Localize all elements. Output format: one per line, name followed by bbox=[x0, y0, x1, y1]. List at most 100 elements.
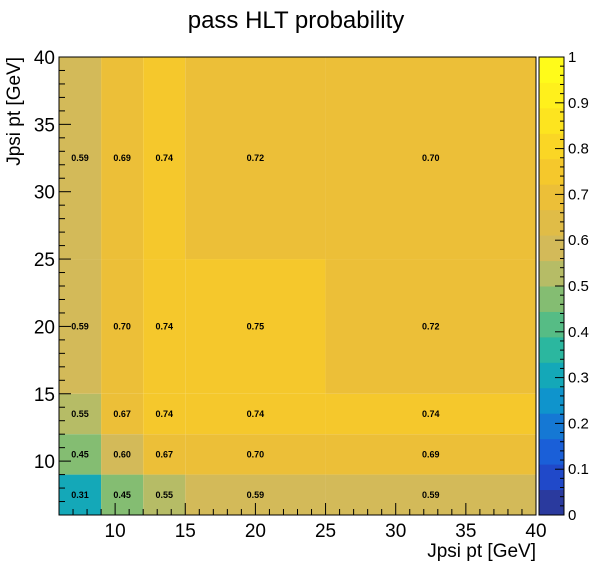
cell-value-label: 0.69 bbox=[113, 153, 131, 163]
heatmap-cell bbox=[185, 259, 326, 394]
cell-value-label: 0.45 bbox=[113, 490, 131, 500]
heatmap-cell bbox=[325, 259, 536, 394]
colorbar-band bbox=[539, 489, 564, 516]
x-tick-label: 25 bbox=[315, 521, 336, 542]
x-tick-label: 35 bbox=[455, 521, 476, 542]
colorbar-band bbox=[539, 464, 564, 491]
colorbar-band bbox=[539, 387, 564, 414]
cell-value-label: 0.59 bbox=[247, 490, 265, 500]
y-tick-label: 40 bbox=[34, 48, 55, 69]
x-tick-label: 30 bbox=[385, 521, 406, 542]
heatmap-cell bbox=[143, 259, 186, 394]
heatmap-cell bbox=[101, 434, 144, 475]
colorbar-band bbox=[539, 133, 564, 160]
cell-value-label: 0.72 bbox=[422, 321, 440, 331]
cell-value-label: 0.67 bbox=[155, 449, 173, 459]
y-axis-label: Jpsi pt [GeV] bbox=[4, 57, 25, 166]
x-tick-label: 15 bbox=[175, 521, 196, 542]
colorbar-tick-label: 0.8 bbox=[568, 141, 589, 158]
cell-value-label: 0.75 bbox=[247, 321, 265, 331]
heatmap-cell bbox=[59, 434, 102, 475]
x-axis: 10 15 20 25 30 35 40 bbox=[72, 503, 547, 542]
cell-value-label: 0.70 bbox=[247, 449, 265, 459]
y-axis: 10 15 20 25 30 35 40 bbox=[34, 48, 71, 503]
chart-title: pass HLT probability bbox=[188, 7, 405, 34]
cell-value-label: 0.70 bbox=[113, 321, 131, 331]
heatmap-cell bbox=[143, 57, 186, 260]
heatmap-cell bbox=[143, 434, 186, 475]
heatmap-cell bbox=[101, 393, 144, 435]
heatmap-cell bbox=[185, 393, 326, 435]
heatmap-cell bbox=[101, 474, 144, 515]
colorbar-band bbox=[539, 286, 564, 312]
cell-value-label: 0.59 bbox=[71, 153, 89, 163]
y-tick-label: 20 bbox=[34, 317, 55, 338]
heatmap-cell bbox=[185, 57, 326, 260]
colorbar-band bbox=[539, 413, 564, 440]
heatmap-cell bbox=[325, 393, 536, 435]
colorbar-tick-label: 0.9 bbox=[568, 95, 589, 112]
heatmap-cell bbox=[59, 474, 102, 515]
heatmap-cell bbox=[143, 474, 186, 515]
cell-value-label: 0.31 bbox=[71, 490, 89, 500]
y-tick-label: 30 bbox=[34, 183, 55, 204]
colorbar: 0 0.1 0.2 0.3 0.4 0.5 0.6 0.7 0.8 0.9 1 bbox=[538, 49, 589, 524]
colorbar-band bbox=[539, 311, 564, 338]
colorbar-band bbox=[539, 184, 564, 211]
cell-value-label: 0.72 bbox=[247, 153, 265, 163]
heatmap-cell bbox=[143, 393, 186, 435]
colorbar-tick-label: 0.1 bbox=[568, 461, 589, 478]
colorbar-band bbox=[539, 260, 564, 287]
heatmap-cell bbox=[101, 57, 144, 260]
cell-value-label: 0.74 bbox=[155, 153, 173, 163]
colorbar-band bbox=[539, 438, 564, 465]
colorbar-band bbox=[539, 336, 564, 363]
heatmap-cell-labels: 0.31 0.45 0.55 0.59 0.59 0.45 0.60 0.67 0.70 0.69… bbox=[71, 153, 439, 500]
cell-value-label: 0.45 bbox=[71, 449, 89, 459]
colorbar-band bbox=[539, 57, 564, 83]
heatmap-cell bbox=[325, 434, 536, 475]
cell-value-label: 0.70 bbox=[422, 153, 440, 163]
colorbar-band bbox=[539, 209, 564, 236]
cell-value-label: 0.67 bbox=[113, 409, 131, 419]
heatmap-cells bbox=[59, 57, 536, 515]
colorbar-band bbox=[539, 82, 564, 109]
cell-value-label: 0.69 bbox=[422, 449, 440, 459]
y-tick-label: 15 bbox=[34, 385, 55, 406]
heatmap-cell bbox=[325, 474, 536, 515]
cell-value-label: 0.60 bbox=[113, 449, 131, 459]
colorbar-band bbox=[539, 235, 564, 262]
y-tick-label: 10 bbox=[34, 452, 55, 473]
cell-value-label: 0.74 bbox=[155, 409, 173, 419]
heatmap-cell bbox=[59, 393, 102, 435]
heatmap-cell bbox=[325, 57, 536, 260]
cell-value-label: 0.74 bbox=[422, 409, 440, 419]
colorbar-tick-label: 0.6 bbox=[568, 232, 589, 249]
cell-value-label: 0.59 bbox=[71, 321, 89, 331]
x-tick-label: 40 bbox=[525, 521, 546, 542]
cell-value-label: 0.74 bbox=[155, 321, 173, 331]
cell-value-label: 0.74 bbox=[247, 409, 265, 419]
y-tick-label: 25 bbox=[34, 250, 55, 271]
cell-value-label: 0.55 bbox=[155, 490, 173, 500]
heatmap-cell bbox=[101, 259, 144, 394]
x-tick-label: 20 bbox=[245, 521, 266, 542]
cell-value-label: 0.59 bbox=[422, 490, 440, 500]
colorbar-tick-label: 0.4 bbox=[568, 324, 589, 341]
x-tick-label: 10 bbox=[105, 521, 126, 542]
colorbar-band bbox=[539, 158, 564, 185]
colorbar-tick-label: 1 bbox=[568, 49, 576, 66]
heatmap-cell bbox=[185, 434, 326, 475]
colorbar-tick-label: 0.2 bbox=[568, 415, 589, 432]
x-axis-label: Jpsi pt [GeV] bbox=[427, 541, 536, 562]
colorbar-band bbox=[539, 107, 564, 134]
colorbar-tick-label: 0 bbox=[568, 507, 576, 524]
colorbar-tick-label: 0.5 bbox=[568, 278, 589, 295]
y-tick-label: 35 bbox=[34, 115, 55, 136]
colorbar-band bbox=[539, 362, 564, 389]
colorbar-tick-label: 0.3 bbox=[568, 370, 589, 387]
heatmap-cell bbox=[59, 57, 102, 260]
colorbar-tick-label: 0.7 bbox=[568, 186, 589, 203]
cell-value-label: 0.55 bbox=[71, 409, 89, 419]
